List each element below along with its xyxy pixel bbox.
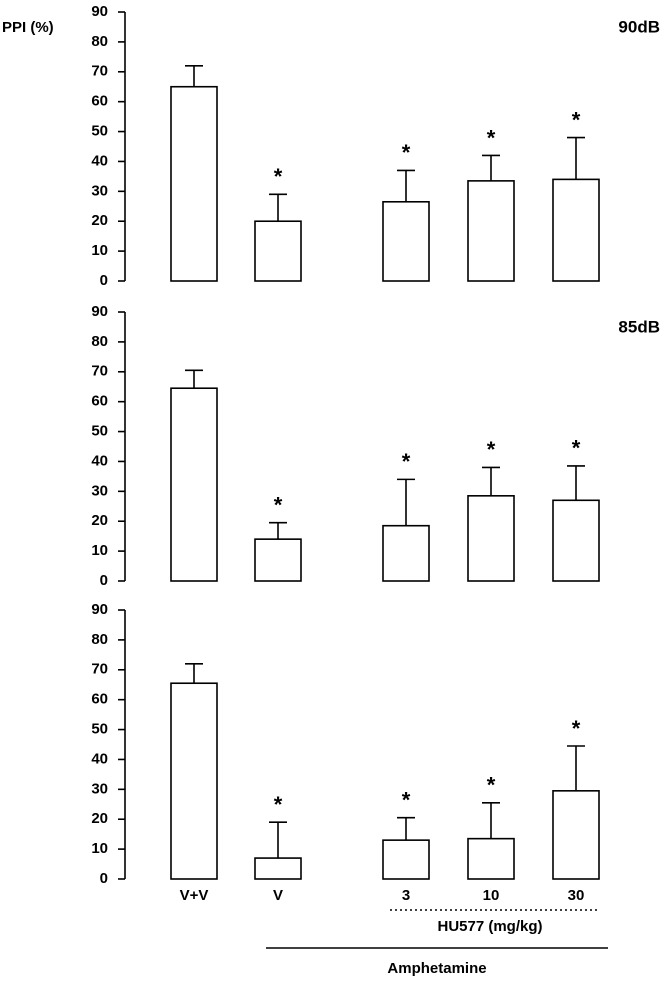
y-axis-label: PPI (%) [2, 19, 54, 36]
y-tick-label: 10 [91, 542, 108, 559]
y-tick-label: 20 [91, 212, 108, 229]
bar [552, 178, 600, 282]
bar [170, 387, 218, 582]
significance-marker: * [402, 140, 411, 165]
significance-marker: * [274, 792, 283, 817]
x-tick-label: 3 [402, 887, 410, 904]
bar [467, 837, 515, 880]
y-tick-label: 90 [91, 601, 108, 618]
y-tick-label: 90 [91, 303, 108, 320]
panel-label: 85dB [618, 317, 660, 336]
bar [382, 524, 430, 582]
y-tick-label: 20 [91, 512, 108, 529]
x-tick-label: 10 [483, 887, 500, 904]
y-tick-label: 70 [91, 661, 108, 678]
y-tick-label: 0 [100, 572, 108, 589]
y-tick-label: 50 [91, 423, 108, 440]
significance-marker: * [274, 493, 283, 518]
bar [382, 839, 430, 880]
bar [467, 180, 515, 282]
y-tick-label: 80 [91, 33, 108, 50]
y-tick-label: 40 [91, 750, 108, 767]
x-tick-label: V+V [180, 887, 209, 904]
group-label: Amphetamine [387, 960, 486, 977]
y-tick-label: 20 [91, 810, 108, 827]
significance-marker: * [487, 125, 496, 150]
significance-marker: * [402, 449, 411, 474]
y-tick-label: 0 [100, 870, 108, 887]
y-tick-label: 70 [91, 63, 108, 80]
y-tick-label: 50 [91, 721, 108, 738]
y-tick-label: 30 [91, 780, 108, 797]
significance-marker: * [487, 773, 496, 798]
significance-marker: * [572, 716, 581, 741]
bar [552, 499, 600, 582]
y-tick-label: 30 [91, 182, 108, 199]
bar [382, 200, 430, 282]
y-tick-label: 50 [91, 123, 108, 140]
x-tick-label: V [273, 887, 283, 904]
y-tick-label: 10 [91, 840, 108, 857]
panel-label: 90dB [618, 17, 660, 36]
y-tick-label: 60 [91, 393, 108, 410]
y-tick-label: 60 [91, 93, 108, 110]
bar [254, 220, 302, 282]
significance-marker: * [572, 436, 581, 461]
y-tick-label: 60 [91, 691, 108, 708]
group-label: HU577 (mg/kg) [437, 918, 542, 935]
y-tick-label: 30 [91, 482, 108, 499]
y-tick-label: 80 [91, 631, 108, 648]
bar [170, 85, 218, 282]
y-tick-label: 40 [91, 452, 108, 469]
bar [254, 857, 302, 880]
bar [170, 682, 218, 880]
y-tick-label: 40 [91, 152, 108, 169]
y-tick-label: 80 [91, 333, 108, 350]
significance-marker: * [572, 107, 581, 132]
x-tick-label: 30 [568, 887, 585, 904]
bar [467, 495, 515, 582]
y-tick-label: 0 [100, 272, 108, 289]
y-tick-label: 70 [91, 363, 108, 380]
bar [552, 790, 600, 880]
y-tick-label: 90 [91, 3, 108, 20]
significance-marker: * [274, 164, 283, 189]
significance-marker: * [402, 788, 411, 813]
bar [254, 538, 302, 582]
y-tick-label: 10 [91, 242, 108, 259]
significance-marker: * [487, 437, 496, 462]
